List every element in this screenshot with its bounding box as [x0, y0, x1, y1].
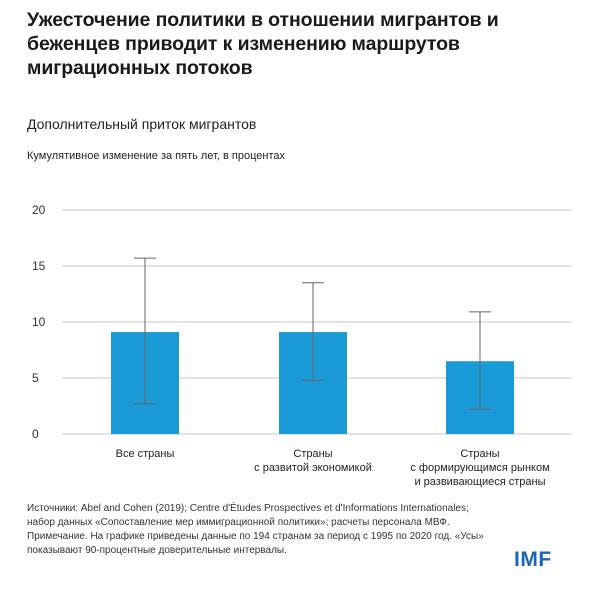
imf-logo: IMF — [514, 548, 552, 571]
category-label: Страны — [460, 448, 499, 460]
category-label: с формирующимся рынком — [410, 462, 549, 474]
category-label: и развивающиеся страны — [414, 476, 545, 488]
category-label: Все страны — [116, 448, 175, 460]
chart-subtitle: Дополнительный приток мигрантов — [27, 116, 257, 132]
label-layer: 0 5 10 15 20 Все страны Страны с развитой эконо… — [32, 203, 550, 488]
category-label: Страны — [293, 448, 332, 460]
bar-chart: 0 5 10 15 20 Все страны Страны с развитой эконо… — [32, 203, 572, 488]
whisker-layer — [134, 257, 491, 410]
y-tick-label: 15 — [32, 259, 46, 273]
y-tick-label: 10 — [32, 315, 46, 329]
chart-title: Ужесточение политики в отношении мигрант… — [27, 9, 499, 79]
unit-label: Кумулятивное изменение за пять лет, в пр… — [27, 150, 286, 162]
y-tick-label: 5 — [32, 371, 39, 385]
y-tick-label: 0 — [32, 427, 39, 441]
y-tick-label: 20 — [32, 203, 46, 217]
source-note: Источники: Abel and Cohen (2019); Centre… — [27, 503, 484, 556]
category-label: с развитой экономикой — [254, 462, 372, 474]
